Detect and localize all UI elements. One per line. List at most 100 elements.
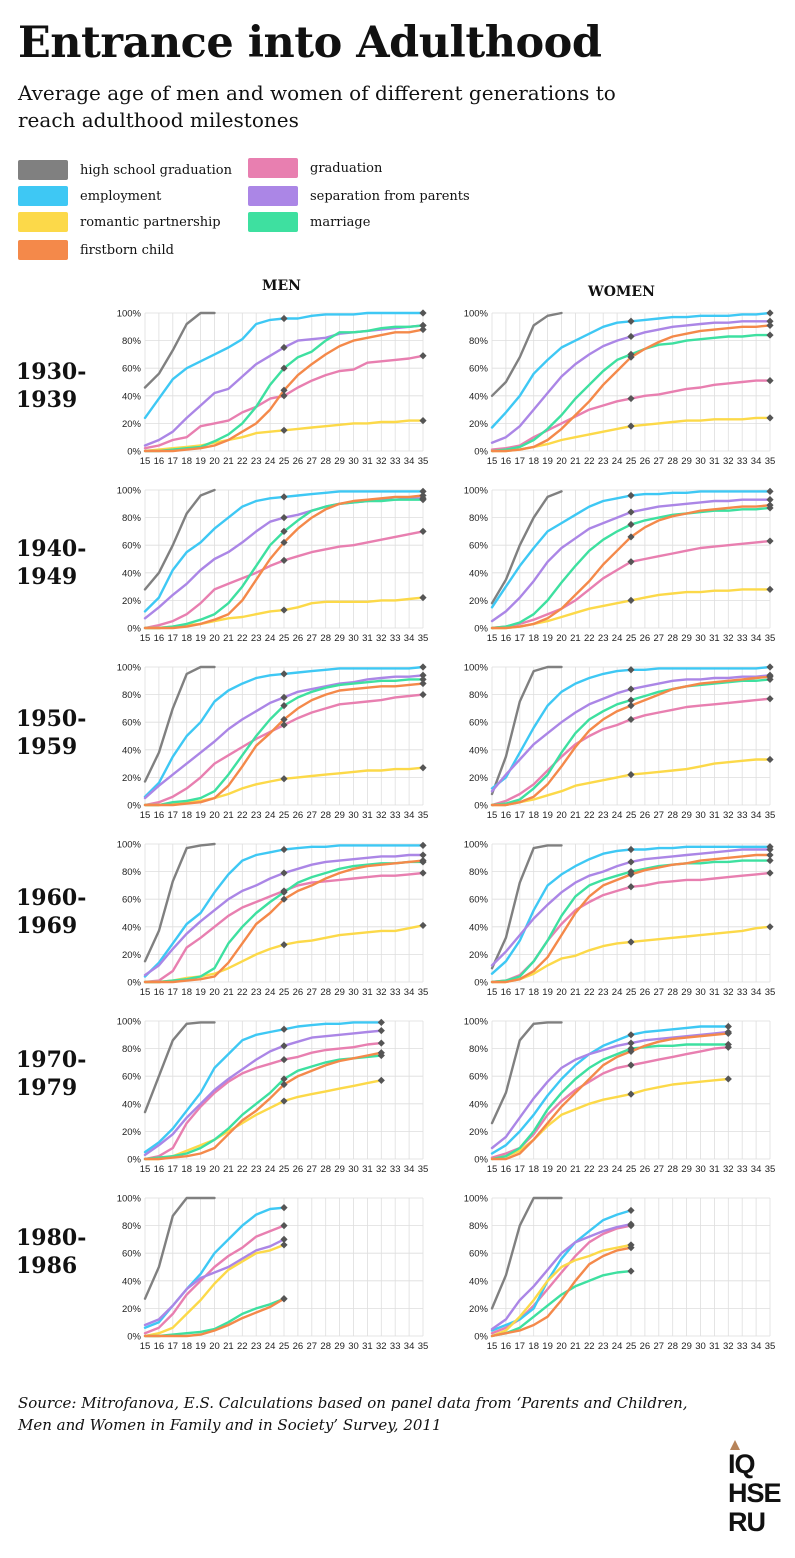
series-line-rom: [143, 1243, 286, 1338]
marker-mar: [280, 364, 288, 372]
x-tick-label: 26: [640, 456, 651, 467]
x-tick-label: 17: [515, 987, 526, 998]
x-tick-label: 25: [279, 456, 290, 467]
marker-grad: [627, 883, 635, 891]
y-tick-label: 60%: [122, 718, 142, 729]
legend-label-sep: separation from parents: [310, 188, 470, 204]
grid: [144, 1020, 424, 1160]
x-tick-label: 33: [737, 987, 748, 998]
x-tick-label: 26: [293, 1164, 304, 1175]
x-tick-label: 29: [681, 987, 692, 998]
page-title: Entrance into Adulthood: [18, 18, 602, 68]
marker-emp: [627, 1031, 635, 1039]
y-tick-label: 80%: [469, 336, 489, 347]
x-tick-label: 32: [376, 810, 387, 821]
marker-emp: [377, 1018, 385, 1026]
marker-child: [627, 533, 635, 541]
x-tick-label: 24: [265, 987, 276, 998]
series-line-hs: [490, 490, 563, 605]
marker-child: [627, 870, 635, 878]
x-tick-label: 25: [626, 1341, 637, 1352]
column-header-women: WOMEN: [588, 284, 655, 300]
y-tick-label: 0%: [127, 978, 141, 989]
marker-emp: [724, 1022, 732, 1031]
marker-rom: [280, 941, 288, 949]
x-tick-label: 29: [681, 810, 692, 821]
x-tick-label: 31: [362, 810, 373, 821]
x-tick-label: 27: [654, 1341, 665, 1352]
series-line-rom: [143, 1079, 383, 1161]
x-tick-label: 20: [556, 456, 567, 467]
x-tick-label: 32: [376, 1164, 387, 1175]
marker-child: [419, 491, 427, 500]
row-label-1980: 1980- 1986: [16, 1225, 87, 1279]
x-tick-label: 15: [140, 456, 151, 467]
y-tick-label: 0%: [474, 801, 488, 812]
series-line-sep: [490, 1030, 730, 1150]
series-line-mar: [490, 1269, 633, 1338]
y-tick-label: 80%: [469, 1221, 489, 1232]
x-tick-label: 24: [612, 633, 623, 644]
marker-grad: [419, 691, 427, 699]
x-tick-label: 26: [293, 456, 304, 467]
y-tick-label: 100%: [117, 840, 142, 851]
marker-mar: [280, 888, 288, 896]
series-line-emp: [143, 1021, 383, 1154]
y-tick-label: 60%: [469, 1249, 489, 1260]
y-tick-label: 20%: [122, 950, 142, 961]
x-tick-label: 18: [528, 987, 539, 998]
x-tick-label: 30: [348, 456, 359, 467]
series-line-grad: [143, 1041, 383, 1161]
x-tick-label: 22: [584, 1341, 595, 1352]
y-tick-label: 60%: [122, 1249, 142, 1260]
x-tick-label: 18: [181, 1164, 192, 1175]
x-tick-label: 16: [501, 987, 512, 998]
x-tick-label: 25: [626, 810, 637, 821]
x-tick-label: 35: [765, 1341, 776, 1352]
series-line-child: [143, 1297, 286, 1338]
series-line-sep: [143, 1029, 383, 1157]
legend-label-hs: high school graduation: [80, 162, 232, 178]
x-tick-label: 22: [237, 633, 248, 644]
row-label-1970: 1970- 1979: [16, 1047, 87, 1101]
y-tick-label: 80%: [122, 1221, 142, 1232]
x-tick-label: 15: [487, 1341, 498, 1352]
x-tick-label: 30: [695, 1341, 706, 1352]
x-tick-label: 16: [501, 633, 512, 644]
y-tick-label: 100%: [464, 486, 489, 497]
x-tick-label: 26: [640, 1164, 651, 1175]
series-line-child: [143, 1051, 383, 1161]
x-tick-label: 19: [542, 987, 553, 998]
y-tick-label: 40%: [122, 1099, 142, 1110]
x-tick-label: 25: [626, 456, 637, 467]
x-tick-label: 35: [765, 987, 776, 998]
chart-women-row-3: 0% 20% 40% 60% 80% 100% 15 16 17 18 19 20 21 22 23 24 25…: [464, 840, 776, 999]
x-tick-label: 24: [612, 1341, 623, 1352]
x-tick-label: 29: [681, 1341, 692, 1352]
series-line-child: [490, 1246, 633, 1338]
marker-sep: [280, 693, 288, 701]
marker-grad: [766, 695, 774, 703]
marker-sep: [280, 1042, 288, 1050]
legend-swatch-sep: [248, 186, 298, 206]
x-tick-label: 34: [751, 633, 762, 644]
marker-child: [627, 702, 635, 710]
marker-grad: [627, 394, 635, 403]
x-tick-label: 15: [487, 456, 498, 467]
x-tick-label: 33: [737, 1341, 748, 1352]
x-tick-label: 33: [390, 810, 401, 821]
marker-rom: [766, 755, 774, 764]
iq-hse-logo: IQ HSE RU: [728, 1440, 782, 1537]
series-line-hs: [490, 665, 563, 796]
x-tick-label: 28: [667, 633, 678, 644]
y-tick-label: 80%: [122, 1044, 142, 1055]
x-tick-label: 32: [723, 987, 734, 998]
x-tick-label: 28: [667, 810, 678, 821]
y-tick-label: 60%: [122, 541, 142, 552]
x-tick-label: 27: [307, 987, 318, 998]
x-tick-label: 26: [640, 1341, 651, 1352]
x-tick-label: 18: [528, 633, 539, 644]
x-tick-label: 32: [723, 810, 734, 821]
y-tick-label: 40%: [469, 745, 489, 756]
marker-rom: [627, 596, 635, 604]
